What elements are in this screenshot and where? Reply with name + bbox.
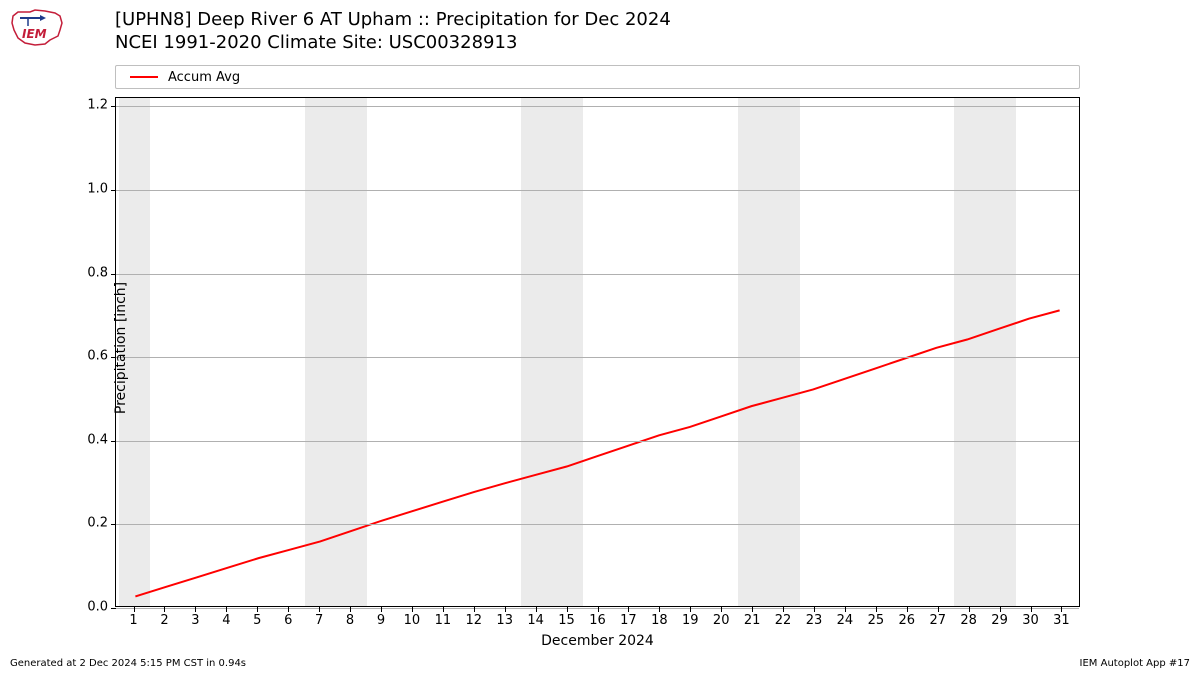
ytick-label: 0.6 <box>78 349 108 364</box>
ytick-mark <box>111 524 116 525</box>
xtick-mark <box>721 607 722 612</box>
xtick-mark <box>226 607 227 612</box>
xtick-label: 13 <box>496 613 513 628</box>
gridline <box>116 274 1079 275</box>
ytick-label: 1.0 <box>78 181 108 196</box>
gridline <box>116 524 1079 525</box>
xtick-mark <box>628 607 629 612</box>
xtick-label: 30 <box>1022 613 1039 628</box>
gridline <box>116 106 1079 107</box>
ytick-mark <box>111 441 116 442</box>
xtick-mark <box>938 607 939 612</box>
xtick-mark <box>350 607 351 612</box>
xtick-mark <box>783 607 784 612</box>
xtick-mark <box>288 607 289 612</box>
footer-generated: Generated at 2 Dec 2024 5:15 PM CST in 0… <box>10 658 246 669</box>
xtick-mark <box>381 607 382 612</box>
xtick-label: 16 <box>589 613 606 628</box>
xtick-mark <box>876 607 877 612</box>
xtick-label: 23 <box>806 613 823 628</box>
footer-app: IEM Autoplot App #17 <box>1080 658 1190 669</box>
legend-swatch <box>130 76 158 78</box>
legend-label: Accum Avg <box>168 70 240 85</box>
ytick-label: 0.4 <box>78 432 108 447</box>
gridline <box>116 441 1079 442</box>
xtick-label: 17 <box>620 613 637 628</box>
ytick-label: 1.2 <box>78 98 108 113</box>
xtick-mark <box>443 607 444 612</box>
xtick-mark <box>505 607 506 612</box>
xtick-label: 28 <box>960 613 977 628</box>
x-axis-label: December 2024 <box>541 633 654 649</box>
xtick-mark <box>845 607 846 612</box>
data-line <box>116 98 1079 606</box>
xtick-label: 4 <box>222 613 230 628</box>
xtick-label: 6 <box>284 613 292 628</box>
ytick-label: 0.2 <box>78 516 108 531</box>
xtick-mark <box>598 607 599 612</box>
xtick-mark <box>969 607 970 612</box>
xtick-label: 12 <box>466 613 483 628</box>
xtick-mark <box>474 607 475 612</box>
ytick-mark <box>111 274 116 275</box>
ytick-label: 0.0 <box>78 600 108 615</box>
xtick-mark <box>567 607 568 612</box>
ytick-mark <box>111 190 116 191</box>
y-axis-label: Precipitation [inch] <box>113 281 129 413</box>
xtick-label: 31 <box>1053 613 1070 628</box>
xtick-mark <box>319 607 320 612</box>
xtick-label: 5 <box>253 613 261 628</box>
xtick-mark <box>752 607 753 612</box>
xtick-label: 19 <box>682 613 699 628</box>
xtick-label: 3 <box>191 613 199 628</box>
xtick-label: 7 <box>315 613 323 628</box>
svg-text:IEM: IEM <box>22 27 47 41</box>
xtick-mark <box>1031 607 1032 612</box>
xtick-label: 1 <box>129 613 137 628</box>
xtick-mark <box>1061 607 1062 612</box>
iem-logo: IEM <box>10 8 65 48</box>
gridline <box>116 190 1079 191</box>
ytick-mark <box>111 608 116 609</box>
ytick-label: 0.8 <box>78 265 108 280</box>
xtick-label: 8 <box>346 613 354 628</box>
ytick-mark <box>111 106 116 107</box>
xtick-mark <box>257 607 258 612</box>
xtick-label: 29 <box>991 613 1008 628</box>
xtick-label: 25 <box>868 613 885 628</box>
xtick-mark <box>412 607 413 612</box>
xtick-mark <box>1000 607 1001 612</box>
xtick-label: 14 <box>527 613 544 628</box>
title-line-2: NCEI 1991-2020 Climate Site: USC00328913 <box>115 31 671 54</box>
legend: Accum Avg <box>115 65 1080 89</box>
chart-title: [UPHN8] Deep River 6 AT Upham :: Precipi… <box>115 8 671 55</box>
xtick-label: 15 <box>558 613 575 628</box>
xtick-label: 18 <box>651 613 668 628</box>
plot-area <box>115 97 1080 607</box>
xtick-label: 9 <box>377 613 385 628</box>
xtick-mark <box>814 607 815 612</box>
xtick-label: 11 <box>435 613 452 628</box>
xtick-label: 2 <box>160 613 168 628</box>
xtick-label: 27 <box>929 613 946 628</box>
xtick-label: 26 <box>899 613 916 628</box>
xtick-mark <box>134 607 135 612</box>
xtick-label: 24 <box>837 613 854 628</box>
title-line-1: [UPHN8] Deep River 6 AT Upham :: Precipi… <box>115 8 671 31</box>
xtick-mark <box>164 607 165 612</box>
xtick-mark <box>907 607 908 612</box>
xtick-label: 10 <box>404 613 421 628</box>
xtick-mark <box>536 607 537 612</box>
accum-avg-line <box>135 310 1059 596</box>
xtick-mark <box>659 607 660 612</box>
xtick-mark <box>195 607 196 612</box>
xtick-label: 21 <box>744 613 761 628</box>
xtick-label: 20 <box>713 613 730 628</box>
chart-container: Accum Avg Precipitation [inch] December … <box>115 65 1080 630</box>
gridline <box>116 357 1079 358</box>
xtick-label: 22 <box>775 613 792 628</box>
xtick-mark <box>690 607 691 612</box>
